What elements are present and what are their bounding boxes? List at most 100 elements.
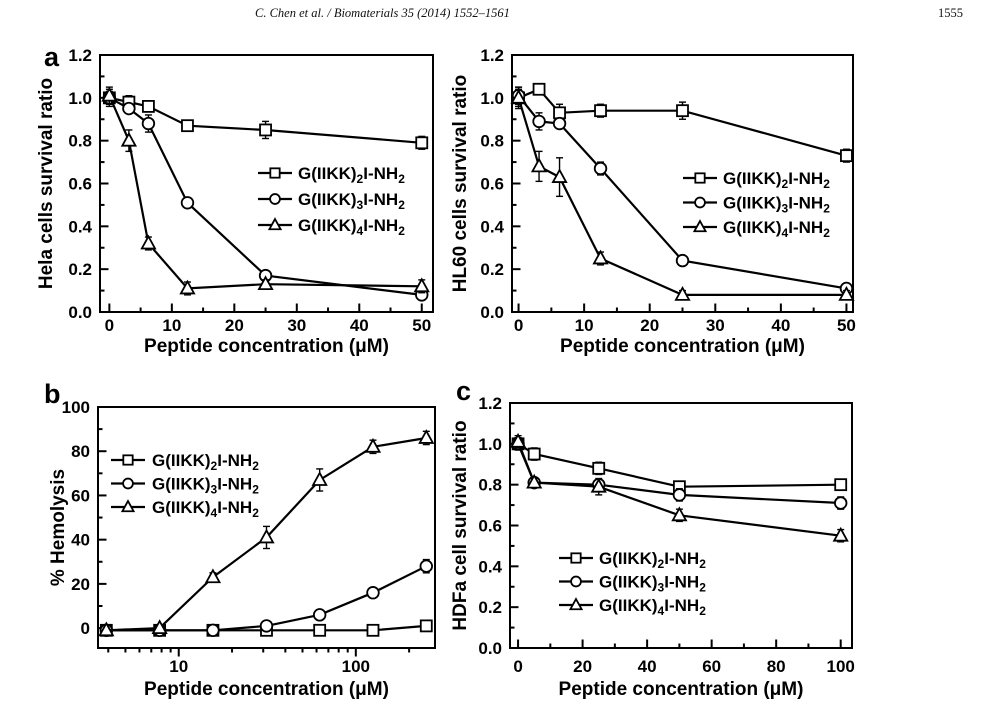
axes: 0 20 40 60 80 100 0.0 0.2 0.4 0.6 0.8 1.0 1.2 Peptide… — [450, 394, 855, 700]
x-tick-label: 50 — [837, 316, 856, 335]
series-triangle — [509, 432, 849, 543]
y-tick-label: 0.2 — [480, 260, 504, 279]
triangle-marker-icon — [510, 88, 527, 104]
triangle-marker-icon — [674, 285, 691, 301]
page-number: 1555 — [938, 6, 963, 20]
y-tick-label: 60 — [71, 486, 90, 505]
circle-marker-icon — [259, 619, 274, 633]
square-marker-icon — [840, 149, 853, 163]
circle-marker-icon — [570, 575, 582, 588]
square-marker-icon — [181, 119, 194, 133]
y-axis-label: HDFa cell survival ratio — [450, 420, 471, 630]
x-tick-label: 80 — [767, 657, 786, 676]
circle-marker-icon — [122, 101, 136, 116]
x-axis-label: Peptide concentration (μM) — [559, 679, 804, 700]
circle-marker-icon — [694, 196, 706, 209]
y-tick-label: 80 — [71, 442, 90, 461]
triangle-marker-icon — [418, 429, 435, 444]
series-line — [108, 95, 422, 290]
square-marker-icon — [694, 172, 706, 184]
x-tick-label: 40 — [638, 657, 657, 676]
legend-label: G(IIKK)4I-NH2 — [152, 498, 259, 520]
triangle-marker-icon — [364, 437, 382, 453]
circle-marker-icon — [180, 196, 195, 210]
square-marker-icon — [527, 447, 541, 461]
triangle-marker-icon — [832, 526, 849, 542]
square-marker-icon — [366, 623, 380, 637]
legend-label: G(IIKK)3I-NH2 — [152, 475, 259, 497]
square-marker-icon — [122, 454, 134, 466]
series-line — [517, 442, 841, 488]
triangle-marker-icon — [413, 277, 430, 293]
triangle-marker-icon — [530, 157, 548, 173]
y-tick-label: 0.8 — [68, 132, 92, 151]
y-tick-label: 0.0 — [480, 303, 504, 322]
triangle-marker-icon — [568, 597, 584, 611]
triangle-marker-icon — [151, 619, 168, 635]
y-tick-label: 0.2 — [68, 260, 92, 279]
x-axis-label: Peptide concentration (μM) — [560, 336, 805, 357]
y-tick-label: 0.2 — [478, 598, 502, 617]
legend-label: G(IIKK)4I-NH2 — [723, 218, 830, 240]
circle-marker-icon — [122, 477, 134, 490]
x-tick-label: 20 — [640, 316, 659, 335]
square-marker-icon — [313, 623, 327, 637]
triangle-marker-icon — [258, 528, 275, 544]
circle-marker-icon — [141, 116, 156, 131]
y-tick-label: 1.0 — [480, 89, 504, 108]
x-tick-label: 0 — [514, 316, 523, 335]
y-tick-label: 0.4 — [478, 557, 502, 576]
y-tick-label: 20 — [71, 575, 90, 594]
series-line — [517, 97, 847, 296]
triangle-marker-icon — [592, 249, 609, 265]
triangle-marker-icon — [120, 131, 138, 147]
circle-marker-icon — [419, 559, 433, 573]
x-tick-label: 0 — [513, 657, 522, 676]
triangle-marker-icon — [526, 473, 543, 489]
x-tick-label: 50 — [412, 316, 431, 335]
x-axis-label: Peptide concentration (μM) — [144, 336, 389, 357]
circle-marker-icon — [672, 488, 687, 502]
y-tick-label: 0.8 — [480, 132, 504, 151]
running-title: C. Chen et al. / Biomaterials 35 (2014) … — [255, 6, 510, 20]
circle-marker-icon — [269, 193, 281, 205]
x-tick-label: 40 — [771, 316, 790, 335]
square-marker-icon — [259, 123, 272, 137]
series-triangle — [101, 86, 430, 296]
square-marker-icon — [570, 552, 582, 564]
series-circle — [99, 558, 433, 638]
series-circle — [511, 437, 848, 510]
square-marker-icon — [419, 619, 433, 633]
circle-marker-icon — [206, 623, 220, 638]
panel-label-c: c — [456, 376, 471, 406]
circle-marker-icon — [532, 114, 546, 129]
triangle-marker-icon — [140, 234, 157, 250]
square-marker-icon — [415, 136, 429, 150]
x-tick-label: 20 — [225, 316, 244, 335]
triangle-marker-icon — [204, 568, 222, 584]
y-tick-label: 1.2 — [68, 46, 92, 65]
triangle-marker-icon — [671, 506, 688, 522]
axes: 0 10 20 30 40 50 0.0 0.2 0.4 0.6 0.8 1.0 1.2 Peptide … — [450, 46, 856, 357]
square-marker-icon — [676, 104, 689, 118]
y-tick-label: 100 — [62, 398, 90, 417]
y-tick-label: 0 — [81, 619, 90, 638]
legend-label: G(IIKK)2I-NH2 — [723, 169, 830, 191]
x-tick-label: 20 — [573, 657, 592, 676]
series-line — [518, 87, 847, 157]
legend-label: G(IIKK)4I-NH2 — [298, 216, 405, 238]
legend-label: G(IIKK)2I-NH2 — [599, 549, 706, 571]
y-tick-label: 0.0 — [478, 639, 502, 658]
axes: 10 100 0 20 40 60 80 100 Peptide concentration (… — [48, 398, 411, 700]
chart-hemolysis: 10 100 0 20 40 60 80 100 Peptide concentration (… — [44, 379, 436, 700]
circle-marker-icon — [675, 253, 690, 268]
y-tick-label: 0.0 — [68, 303, 92, 322]
triangle-marker-icon — [98, 621, 115, 637]
y-tick-label: 1.2 — [480, 46, 504, 65]
y-tick-label: 0.6 — [480, 175, 504, 194]
y-axis-label: Hela cells survival ratio — [36, 78, 57, 289]
series-circle — [102, 90, 429, 302]
